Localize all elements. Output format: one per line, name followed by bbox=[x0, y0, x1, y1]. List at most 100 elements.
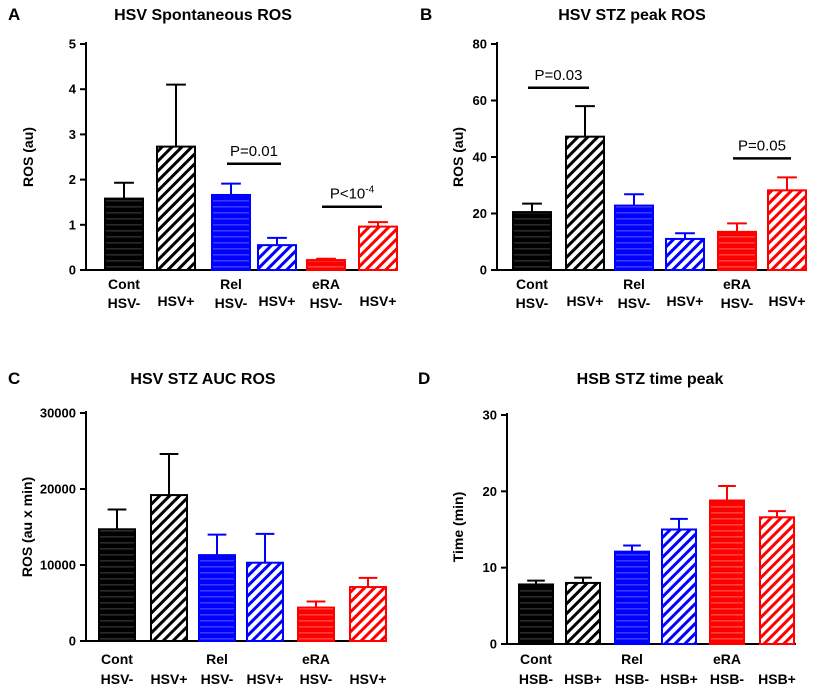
chart-panel-b: B HSV STZ peak ROS ROS (au) 0 20 40 60 80 HSV- HS… bbox=[420, 5, 807, 311]
x-category-label: HSV- bbox=[215, 295, 248, 311]
significance-label: P=0.03 bbox=[535, 67, 583, 84]
y-tick-label: 30 bbox=[483, 408, 497, 423]
significance-text: P=0.01 bbox=[230, 143, 278, 160]
y-tick-label: 5 bbox=[69, 37, 76, 52]
bar bbox=[156, 145, 196, 272]
significance-text: P=0.05 bbox=[738, 137, 786, 154]
x-category-label: HSV+ bbox=[259, 293, 296, 309]
y-tick-label: 2 bbox=[69, 172, 76, 187]
chart-title: HSV STZ AUC ROS bbox=[130, 371, 276, 388]
x-category-label: HSV- bbox=[300, 671, 333, 687]
bar bbox=[759, 516, 795, 646]
chart-title: HSV STZ peak ROS bbox=[558, 7, 706, 24]
y-axis-label: ROS (au) bbox=[20, 127, 36, 187]
x-category-label: HSB+ bbox=[660, 671, 698, 687]
panel-label: A bbox=[8, 5, 20, 24]
y-tick-label: 0 bbox=[490, 637, 497, 652]
x-category-label: HSV+ bbox=[567, 293, 604, 309]
panel-label: B bbox=[420, 5, 432, 24]
x-group-label: Rel bbox=[206, 651, 228, 667]
x-category-label: HSB+ bbox=[564, 671, 602, 687]
x-category-label: HSV+ bbox=[667, 293, 704, 309]
panel-label: D bbox=[418, 369, 430, 388]
y-tick-label: 10000 bbox=[40, 558, 76, 573]
bar bbox=[297, 606, 335, 642]
significance-superscript: -4 bbox=[365, 185, 374, 196]
y-tick-label: 20 bbox=[473, 206, 487, 221]
y-tick-label: 20 bbox=[483, 484, 497, 499]
x-category-label: HSV- bbox=[310, 295, 343, 311]
x-group-label: Rel bbox=[220, 276, 242, 292]
bar bbox=[565, 581, 601, 646]
bar bbox=[246, 561, 284, 642]
x-category-label: HSB- bbox=[615, 671, 650, 687]
y-tick-label: 60 bbox=[473, 93, 487, 108]
x-category-label: HSV+ bbox=[151, 671, 188, 687]
x-group-label: Rel bbox=[623, 276, 645, 292]
x-category-label: HSV- bbox=[201, 671, 234, 687]
x-category-label: HSV- bbox=[618, 295, 651, 311]
x-category-label: HSV+ bbox=[769, 293, 806, 309]
chart-panel-a: A HSV Spontaneous ROS ROS (au) 0 1 2 3 4 5 HSV- HS… bbox=[8, 5, 398, 311]
bar bbox=[198, 554, 236, 642]
x-group-label: Cont bbox=[108, 276, 140, 292]
chart-panel-d: D HSB STZ time peak Time (min) 0 10 20 30 HSB- H… bbox=[418, 369, 796, 687]
bar bbox=[665, 237, 705, 272]
x-category-label: HSV+ bbox=[360, 293, 397, 309]
significance-text: P=0.03 bbox=[535, 67, 583, 84]
chart-title: HSV Spontaneous ROS bbox=[114, 7, 292, 24]
bar bbox=[358, 225, 398, 271]
bar bbox=[614, 550, 650, 645]
y-tick-label: 1 bbox=[69, 217, 76, 232]
y-axis-label: ROS (au x min) bbox=[19, 477, 35, 577]
bar bbox=[349, 586, 387, 642]
y-tick-label: 0 bbox=[480, 263, 487, 278]
y-tick-label: 80 bbox=[473, 37, 487, 52]
x-group-label: Cont bbox=[101, 651, 133, 667]
significance-label: P=0.05 bbox=[738, 137, 786, 154]
y-tick-label: 0 bbox=[69, 263, 76, 278]
significance-label: P=0.01 bbox=[230, 143, 278, 160]
y-tick-label: 20000 bbox=[40, 482, 76, 497]
x-category-label: HSV- bbox=[516, 295, 549, 311]
bar bbox=[717, 230, 757, 272]
bar bbox=[98, 528, 136, 643]
bar bbox=[512, 211, 552, 271]
y-tick-label: 3 bbox=[69, 127, 76, 142]
x-category-label: HSV+ bbox=[247, 671, 284, 687]
x-category-label: HSB- bbox=[519, 671, 554, 687]
bar bbox=[565, 135, 605, 271]
y-tick-label: 10 bbox=[483, 560, 497, 575]
bar bbox=[211, 193, 251, 271]
x-group-label: eRA bbox=[713, 651, 741, 667]
chart-panel-c: C HSV STZ AUC ROS ROS (au x min) 0 10000 2000… bbox=[8, 369, 387, 687]
bar bbox=[661, 528, 697, 645]
bar bbox=[767, 189, 807, 272]
x-category-label: HSV- bbox=[108, 295, 141, 311]
significance-text: P<10 bbox=[330, 186, 365, 203]
x-category-label: HSV- bbox=[721, 295, 754, 311]
bar bbox=[306, 259, 346, 271]
chart-title: HSB STZ time peak bbox=[577, 371, 724, 388]
y-tick-label: 40 bbox=[473, 150, 487, 165]
x-category-label: HSV+ bbox=[350, 671, 387, 687]
x-category-label: HSV+ bbox=[158, 293, 195, 309]
x-group-label: Rel bbox=[621, 651, 643, 667]
y-axis-label: Time (min) bbox=[450, 492, 466, 563]
bar bbox=[104, 197, 144, 271]
x-category-label: HSV- bbox=[101, 671, 134, 687]
x-category-label: HSB+ bbox=[758, 671, 796, 687]
x-group-label: eRA bbox=[302, 651, 330, 667]
y-tick-label: 30000 bbox=[40, 406, 76, 421]
x-category-label: HSB- bbox=[710, 671, 745, 687]
significance-label: P<10-4 bbox=[330, 185, 375, 203]
bar bbox=[150, 494, 188, 642]
bar bbox=[614, 204, 654, 271]
y-tick-label: 4 bbox=[69, 82, 77, 97]
y-tick-label: 0 bbox=[69, 634, 76, 649]
x-group-label: Cont bbox=[520, 651, 552, 667]
y-axis-label: ROS (au) bbox=[450, 127, 466, 187]
x-group-label: eRA bbox=[723, 276, 751, 292]
bar bbox=[257, 244, 297, 271]
